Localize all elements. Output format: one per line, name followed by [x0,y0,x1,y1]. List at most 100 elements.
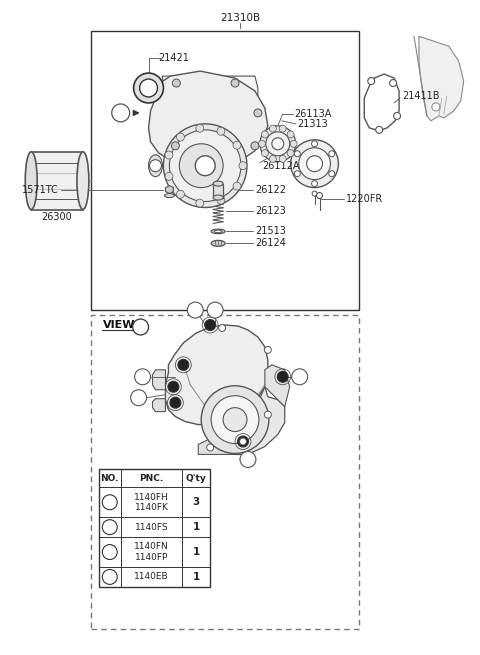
Ellipse shape [213,195,223,200]
Circle shape [269,155,276,162]
Text: 1: 1 [192,522,200,532]
Circle shape [102,495,117,510]
Circle shape [134,369,151,384]
Circle shape [376,126,383,134]
Text: a: a [107,498,112,507]
Text: 21411B: 21411B [402,91,440,101]
Circle shape [299,148,330,179]
Text: 1140EB: 1140EB [134,572,169,582]
Text: b: b [245,455,251,464]
Ellipse shape [148,155,162,177]
Bar [99,470,210,587]
Circle shape [112,104,130,122]
Circle shape [102,544,117,559]
Circle shape [329,151,335,157]
Text: NO.: NO. [100,474,119,483]
Circle shape [217,127,225,135]
Circle shape [258,140,265,147]
Circle shape [368,77,375,84]
Polygon shape [162,76,258,151]
Circle shape [233,141,241,149]
Circle shape [195,156,215,176]
Text: c: c [297,372,302,381]
Text: d: d [107,572,113,582]
Text: PNC.: PNC. [139,474,164,483]
Circle shape [150,160,161,172]
Polygon shape [166,325,268,424]
Circle shape [240,451,256,468]
Circle shape [187,302,203,318]
Polygon shape [148,71,268,166]
Text: VIEW: VIEW [103,320,135,330]
Text: Q'ty: Q'ty [186,474,206,483]
Circle shape [260,126,296,162]
Circle shape [177,191,184,198]
Circle shape [223,407,247,432]
Circle shape [231,79,239,87]
Circle shape [294,151,300,157]
Circle shape [177,133,184,141]
Circle shape [290,140,297,147]
Circle shape [287,131,294,138]
Circle shape [168,381,179,392]
Text: 1140FN
1140FP: 1140FN 1140FP [134,542,169,562]
Text: 21313: 21313 [298,119,328,129]
Circle shape [164,124,247,208]
Circle shape [233,182,241,190]
Text: 1220FR: 1220FR [347,193,384,204]
Polygon shape [265,365,290,407]
Bar [213,183,223,198]
Circle shape [312,141,318,147]
Circle shape [292,369,308,384]
Circle shape [178,360,189,370]
Text: a: a [136,393,141,402]
Polygon shape [235,386,285,455]
Circle shape [211,396,259,443]
Circle shape [171,141,180,150]
Text: 26122: 26122 [255,185,286,195]
Circle shape [207,444,214,451]
Circle shape [312,191,317,196]
Circle shape [291,140,338,187]
Ellipse shape [25,152,37,210]
Circle shape [204,320,216,331]
Circle shape [165,172,173,180]
Circle shape [294,171,300,177]
Ellipse shape [211,240,225,246]
Circle shape [165,151,173,159]
Circle shape [264,346,271,354]
Circle shape [262,149,268,157]
Ellipse shape [214,230,222,233]
Ellipse shape [165,194,174,198]
Circle shape [201,386,269,453]
Circle shape [307,156,323,172]
Circle shape [251,141,259,150]
Circle shape [196,199,204,207]
Text: d: d [192,306,198,314]
Circle shape [169,130,241,202]
Text: 21513: 21513 [255,227,286,236]
Text: 26300: 26300 [42,212,72,223]
Text: 26123: 26123 [255,206,286,217]
Polygon shape [166,185,173,194]
Circle shape [312,181,318,187]
Ellipse shape [211,229,225,234]
Circle shape [262,131,268,138]
Circle shape [132,319,148,335]
Polygon shape [198,440,248,455]
Text: 3: 3 [192,497,200,507]
Circle shape [287,149,294,157]
Circle shape [316,193,323,198]
Text: 1: 1 [192,572,200,582]
Polygon shape [419,36,464,121]
Circle shape [218,324,226,331]
Circle shape [180,144,223,187]
Text: 26112A: 26112A [262,160,300,171]
Circle shape [277,371,288,383]
Text: 1571TC: 1571TC [22,185,59,195]
Circle shape [102,569,117,584]
Text: a: a [140,372,145,381]
Circle shape [272,138,284,150]
Text: c: c [107,548,112,557]
Circle shape [170,397,181,408]
